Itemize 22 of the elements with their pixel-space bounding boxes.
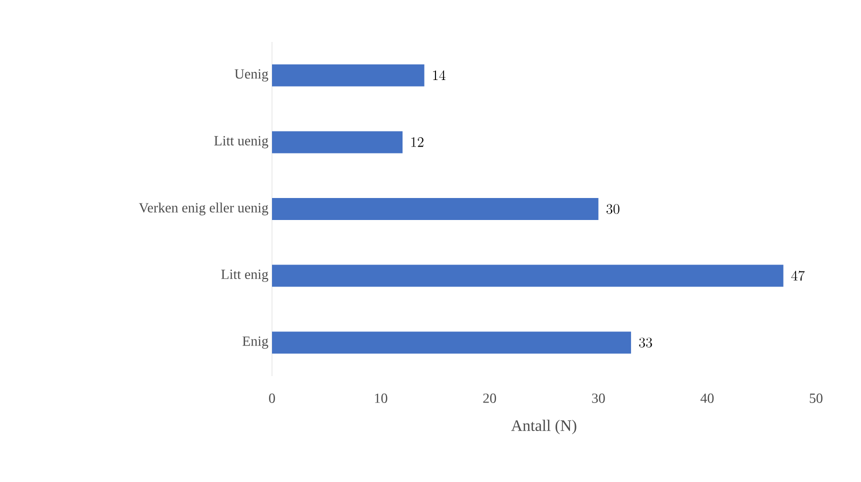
bar [272, 198, 598, 220]
y-tick-label: Uenig [234, 69, 268, 82]
data-label: 47 [791, 270, 805, 281]
data-label: 12 [411, 137, 424, 147]
y-tick-label: Litt enig [221, 270, 268, 282]
data-label: 30 [606, 204, 620, 214]
y-tick-label: Enig [242, 336, 268, 349]
x-tick-label: 50 [810, 394, 822, 403]
bar [272, 131, 403, 154]
data-label: 14 [433, 70, 446, 80]
bar [272, 264, 784, 287]
x-tick-label: 0 [269, 394, 275, 403]
y-tick-label: Litt uenig [214, 136, 268, 148]
data-label: 33 [639, 338, 652, 348]
x-axis-title: Antall (N) [511, 420, 576, 434]
x-tick-label: 30 [592, 394, 605, 403]
x-tick-label: 10 [375, 394, 388, 403]
bar [272, 332, 632, 354]
x-tick-label: 40 [700, 394, 714, 403]
y-tick-label: Verken enig eller uenig [138, 202, 268, 216]
bar [272, 64, 424, 86]
x-tick-label: 20 [483, 394, 496, 403]
